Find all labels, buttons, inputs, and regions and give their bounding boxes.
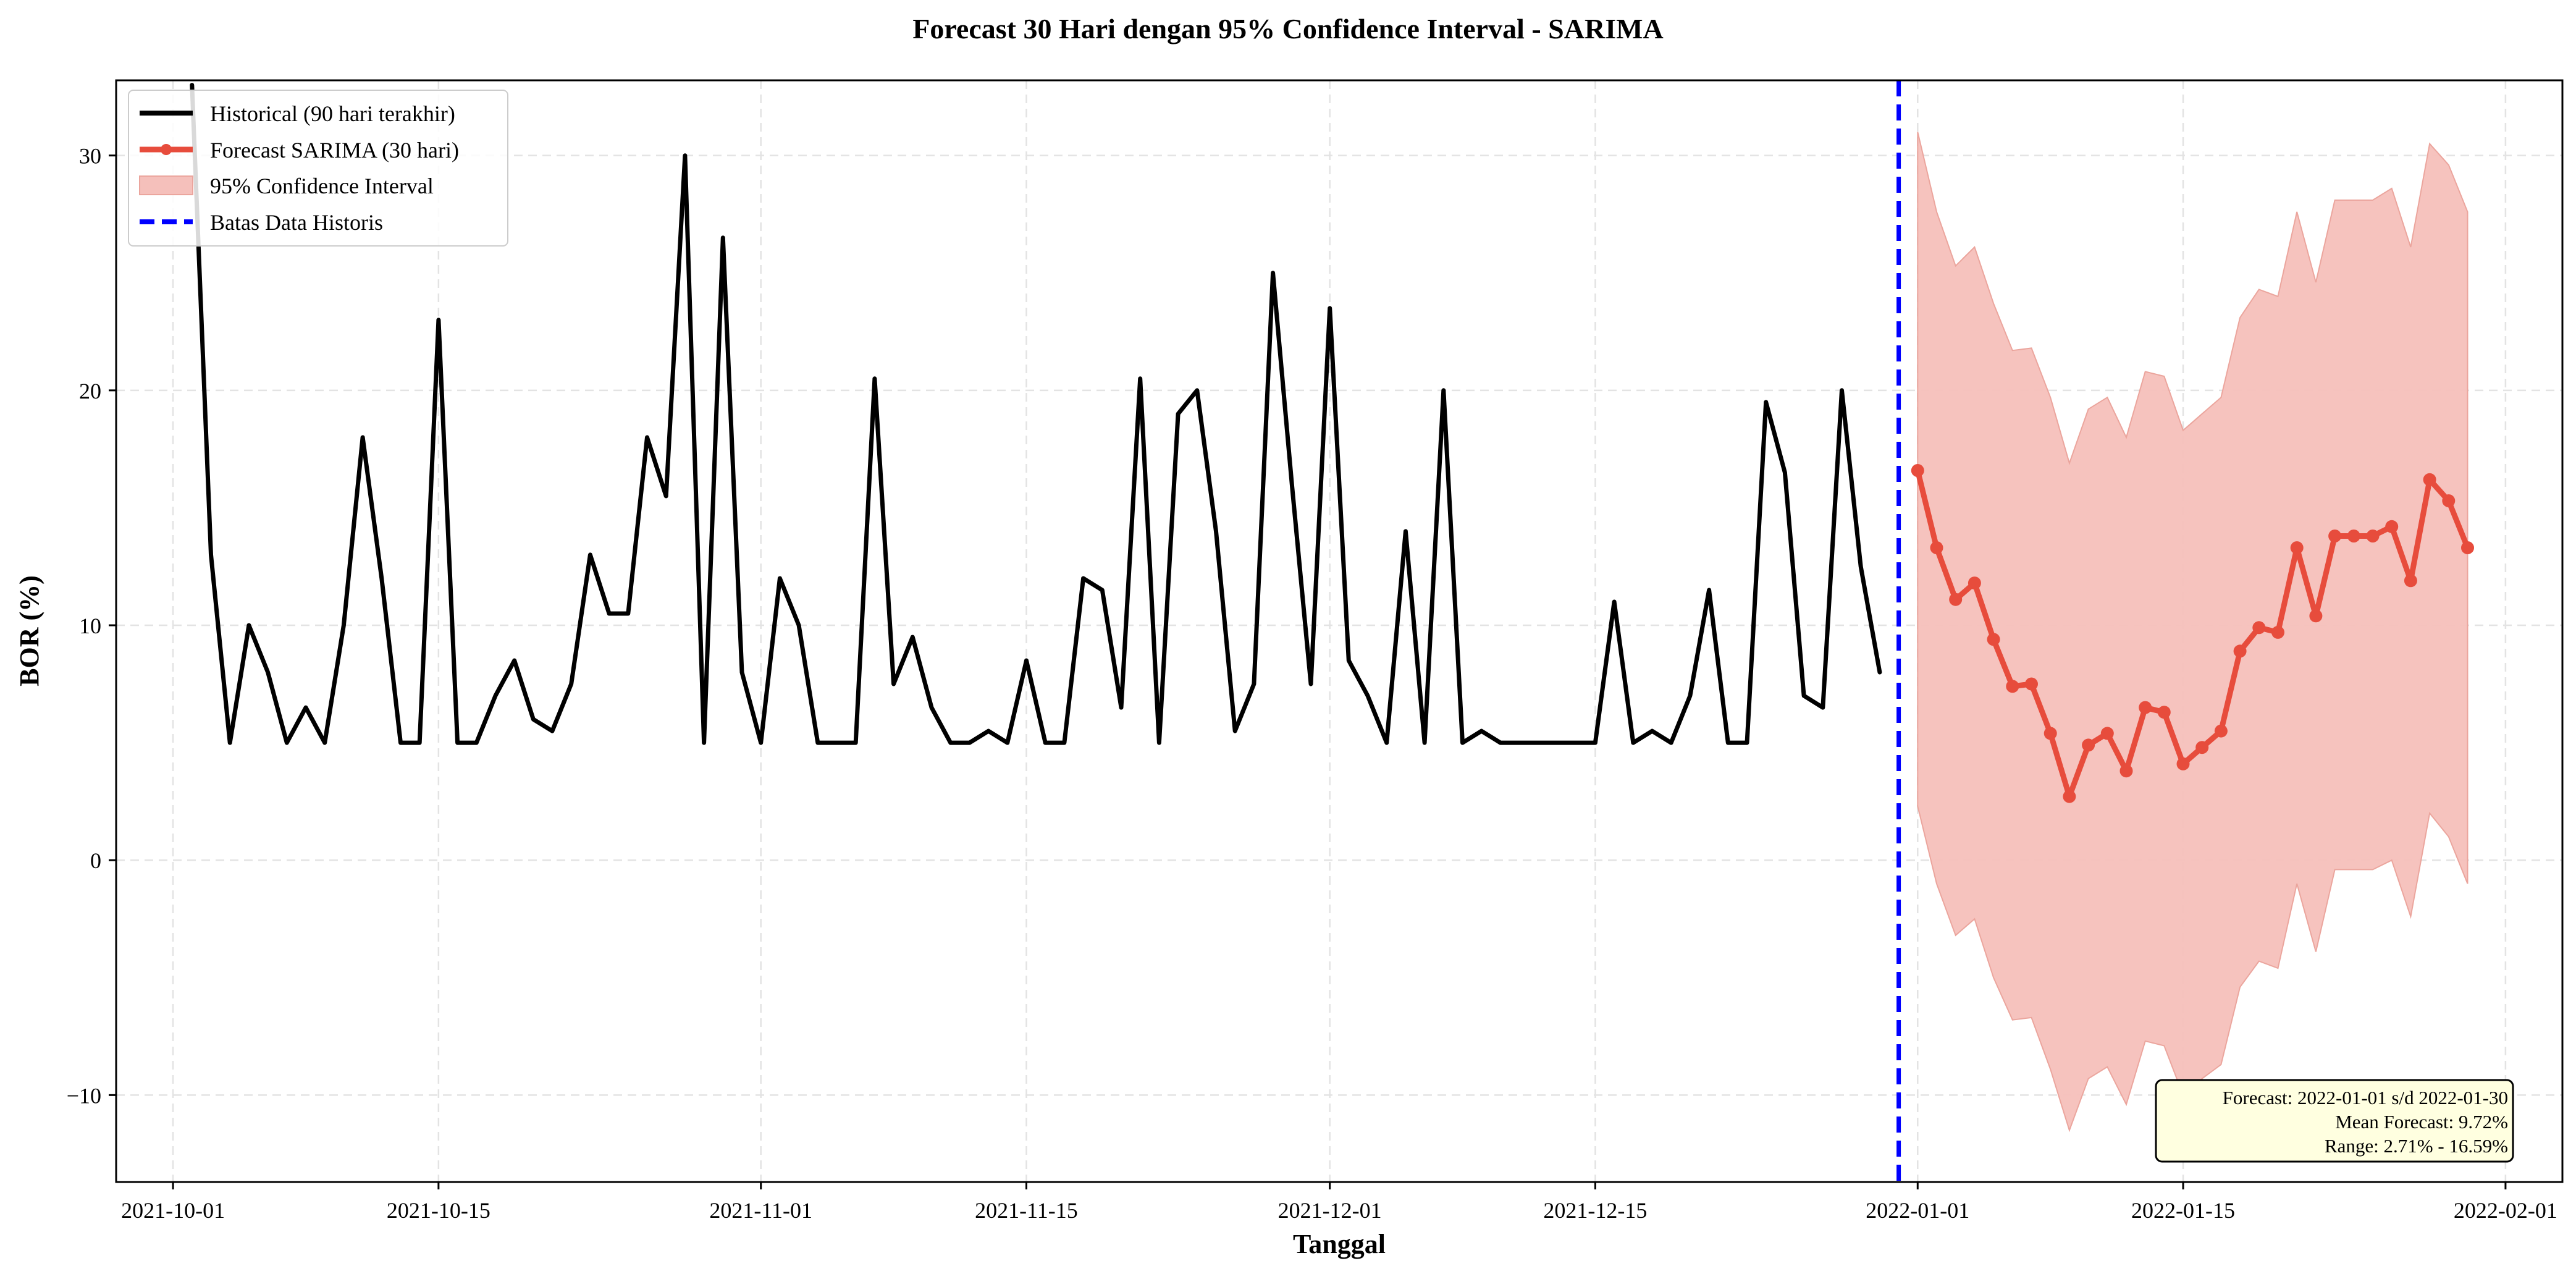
legend-forecast-marker	[161, 144, 172, 155]
legend-box	[128, 90, 508, 247]
y-axis-label: BOR (%)	[14, 575, 44, 686]
x-axis-label: Tanggal	[1293, 1229, 1386, 1259]
forecast-point	[2423, 473, 2436, 486]
forecast-point	[2252, 621, 2266, 635]
forecast-point	[2082, 738, 2095, 752]
legend-historical-label: Historical (90 hari terakhir)	[210, 101, 455, 126]
y-tick-label: 20	[79, 379, 101, 403]
x-tick-label: 2021-12-15	[1543, 1198, 1647, 1223]
forecast-summary-box: Forecast: 2022-01-01 s/d 2022-01-30 Mean…	[2155, 1079, 2514, 1163]
forecast-point	[2233, 644, 2247, 658]
y-tick-label: 30	[79, 144, 101, 169]
forecast-point	[2063, 790, 2076, 803]
ci-band	[1917, 132, 2469, 1133]
forecast-point	[2139, 701, 2152, 714]
legend-forecast-label: Forecast SARIMA (30 hari)	[210, 138, 459, 163]
forecast-point	[1968, 576, 1981, 590]
annotation-background	[2155, 1079, 2514, 1163]
forecast-point	[2044, 727, 2057, 740]
legend: Historical (90 hari terakhir) Forecast S…	[128, 90, 508, 247]
y-tick-label: −10	[67, 1083, 101, 1108]
forecast-point	[2025, 677, 2038, 691]
x-tick-label: 2021-10-01	[121, 1198, 225, 1223]
forecast-point	[2195, 741, 2209, 754]
x-tick-label: 2021-10-15	[387, 1198, 490, 1223]
x-tick-label: 2022-01-01	[1866, 1198, 1969, 1223]
forecast-point	[2157, 706, 2171, 719]
forecast-point	[2366, 530, 2380, 542]
historical-line	[190, 83, 1882, 745]
plot-area-frame	[115, 79, 2564, 1183]
legend-ci-swatch	[139, 175, 193, 195]
forecast-point	[1911, 464, 1924, 477]
forecast-points	[1911, 464, 2474, 803]
forecast-point	[2214, 724, 2228, 738]
x-tick-label: 2022-01-15	[2131, 1198, 2235, 1223]
forecast-point	[2442, 494, 2456, 507]
forecast-point	[2461, 541, 2474, 554]
legend-boundary-label: Batas Data Historis	[210, 210, 383, 235]
y-axis-ticks: −10 0 10 20 30	[67, 144, 116, 1108]
x-tick-label: 2021-11-15	[975, 1198, 1078, 1223]
forecast-point	[2290, 541, 2304, 554]
forecast-point	[2176, 757, 2190, 770]
x-tick-label: 2022-02-01	[2454, 1198, 2557, 1223]
y-tick-label: 10	[79, 614, 101, 638]
chart-title: Forecast 30 Hari dengan 95% Confidence I…	[912, 13, 1664, 44]
forecast-point	[1930, 541, 1943, 554]
forecast-point	[2347, 530, 2360, 542]
forecast-point	[2006, 680, 2019, 693]
annotation-range: Range: 2.71% - 16.59%	[2325, 1135, 2508, 1157]
forecast-point	[1987, 633, 2000, 646]
legend-ci-label: 95% Confidence Interval	[210, 174, 434, 198]
forecast-point	[2119, 764, 2133, 778]
x-tick-label: 2021-12-01	[1278, 1198, 1382, 1223]
confidence-band	[1917, 132, 2469, 1133]
forecast-point	[2271, 625, 2284, 639]
forecast-point	[1949, 593, 1963, 606]
forecast-point	[2309, 609, 2323, 623]
forecast-point	[2100, 727, 2114, 740]
forecast-point	[2404, 574, 2417, 588]
x-axis-ticks: 2021-10-01 2021-10-15 2021-11-01 2021-11-15…	[121, 1182, 2557, 1223]
annotation-mean-forecast: Mean Forecast: 9.72%	[2335, 1111, 2508, 1133]
forecast-point	[2385, 520, 2399, 533]
forecast-point	[2328, 530, 2342, 542]
y-tick-label: 0	[90, 848, 101, 873]
x-tick-label: 2021-11-01	[709, 1198, 812, 1223]
annotation-forecast-period: Forecast: 2022-01-01 s/d 2022-01-30	[2223, 1087, 2508, 1108]
